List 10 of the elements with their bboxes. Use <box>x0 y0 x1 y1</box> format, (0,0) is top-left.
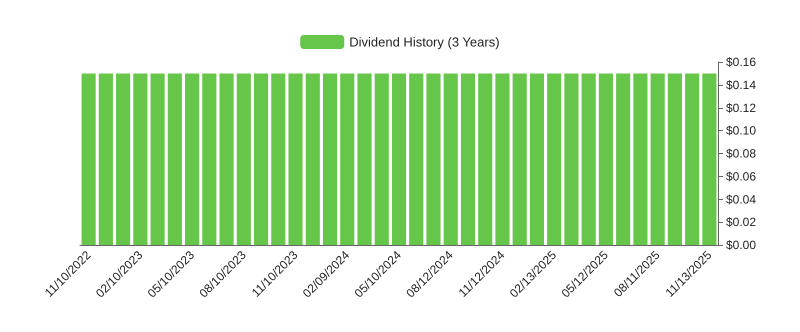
y-tick-label: $0.12 <box>726 100 756 115</box>
y-tick-label: $0.16 <box>726 55 756 69</box>
y-tick-label: $0.02 <box>726 215 756 230</box>
y-tick-label: $0.10 <box>726 124 756 138</box>
y-tick-label: $0.04 <box>726 192 756 206</box>
y-tick-label: $0.06 <box>726 169 756 184</box>
legend-label: Dividend History (3 Years) <box>349 34 500 50</box>
y-tick-label: $0.14 <box>726 78 756 92</box>
y-tick-label: $0.08 <box>726 146 756 160</box>
y-tick-label: $0.00 <box>726 238 756 252</box>
